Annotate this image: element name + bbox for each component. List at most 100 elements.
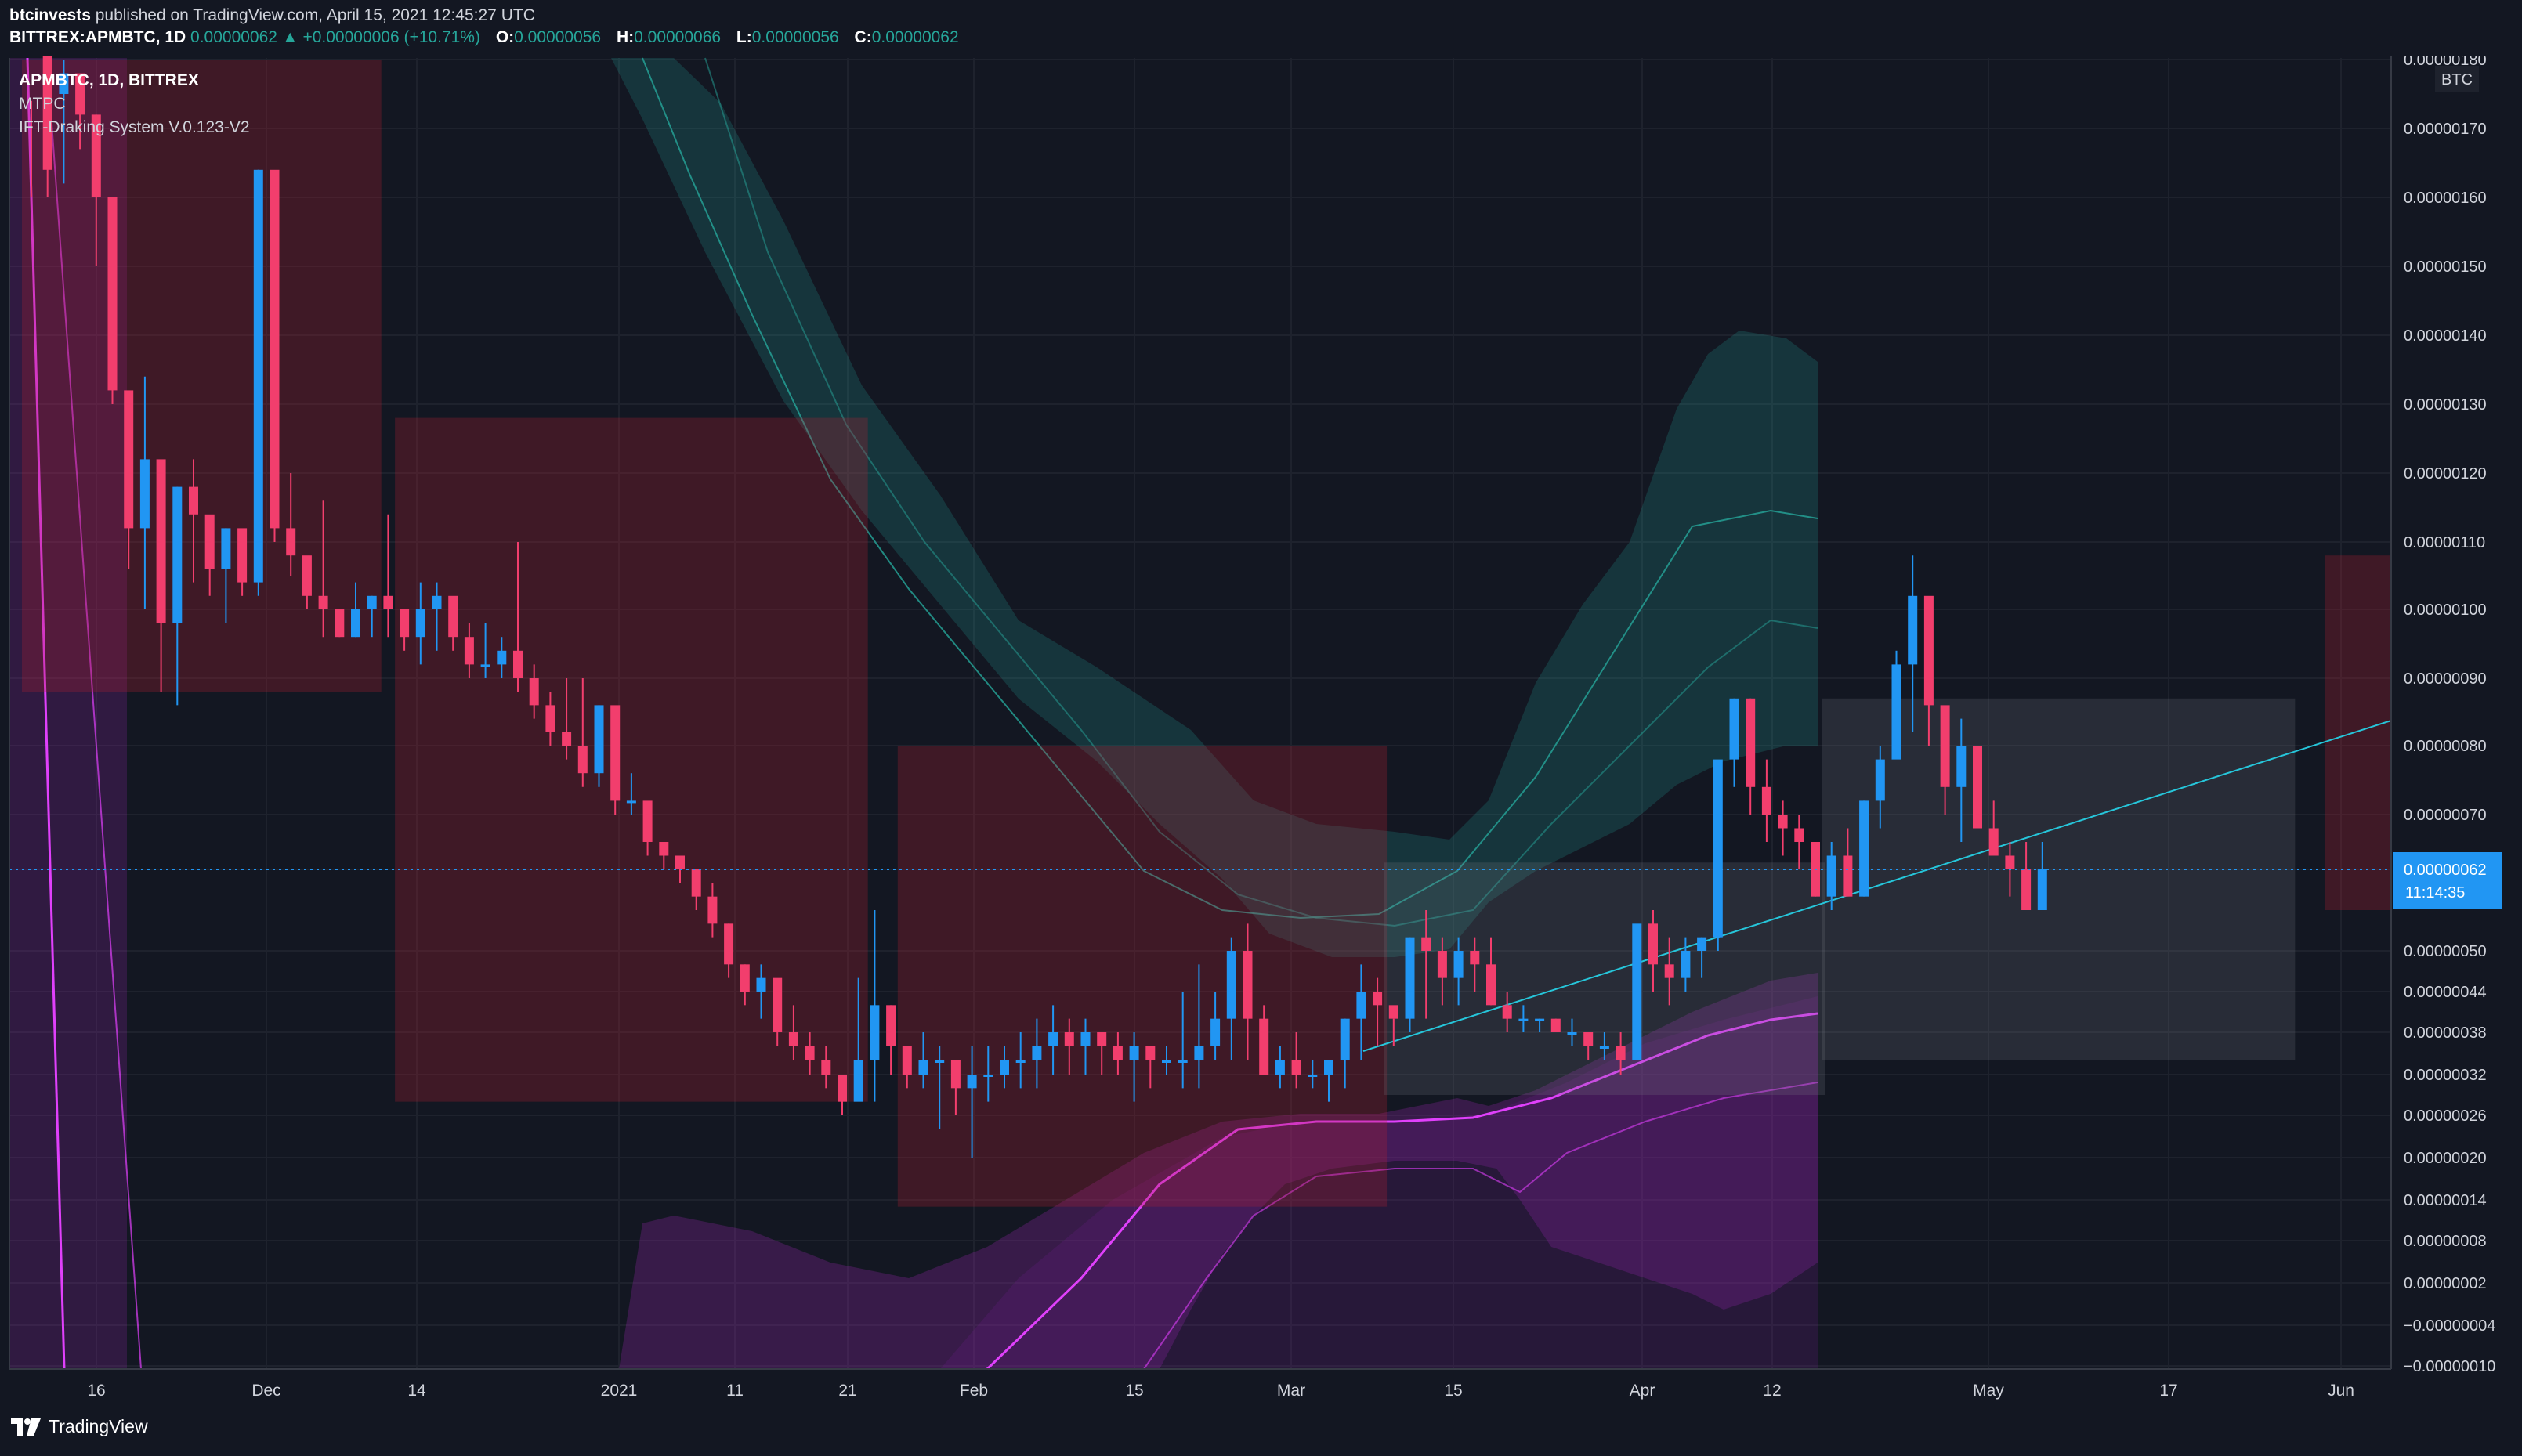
high-label: H:: [616, 28, 635, 46]
candle: [1113, 1032, 1123, 1075]
candle-body: [1226, 951, 1236, 1019]
candle-body: [1405, 937, 1415, 1019]
candle-body: [2021, 869, 2032, 910]
candle-body: [1275, 1060, 1285, 1075]
candle: [1681, 937, 1691, 992]
tradingview-logo-icon: [11, 1418, 41, 1436]
candle: [1713, 759, 1723, 951]
candle: [1178, 992, 1188, 1089]
candle: [1340, 1018, 1350, 1089]
y-tick-label: 0.00000150: [2404, 258, 2487, 276]
candle: [886, 1005, 896, 1075]
candle-body: [886, 1005, 896, 1046]
candle-body: [1681, 951, 1691, 978]
candle-body: [967, 1075, 977, 1089]
candle-body: [529, 678, 539, 706]
price-change: +0.00000006 (+10.71%): [302, 28, 480, 46]
y-tick-label: 0.00000008: [2404, 1233, 2487, 1250]
candle-body: [432, 595, 442, 609]
candle-body: [1940, 705, 1950, 787]
tradingview-brand[interactable]: TradingView: [11, 1416, 148, 1437]
candle: [1583, 1032, 1594, 1060]
candle: [1129, 1032, 1139, 1102]
candle: [351, 582, 360, 638]
candle: [1502, 992, 1512, 1032]
current-price-label: 0.00000062: [2404, 862, 2487, 879]
candle-body: [286, 528, 296, 556]
high-value: 0.00000066: [634, 28, 722, 46]
x-tick-label: 14: [407, 1382, 426, 1400]
candle: [788, 1005, 798, 1060]
candle-body: [1080, 1032, 1091, 1046]
candle: [1243, 923, 1253, 1060]
candle: [302, 555, 312, 609]
candle: [610, 705, 621, 815]
candle-body: [1015, 1060, 1026, 1063]
symbol-info[interactable]: BITTREX:APMBTC, 1D: [9, 28, 186, 46]
candle: [139, 376, 150, 609]
y-tick-label: 0.00000130: [2404, 396, 2487, 414]
y-tick-label: 0.00000100: [2404, 602, 2487, 619]
candle: [1632, 923, 1642, 1060]
header-bar: btcinvests published on TradingView.com,…: [0, 0, 2522, 56]
y-tick-label: 0.00000050: [2404, 943, 2487, 960]
candle-body: [805, 1046, 815, 1060]
legend-indicator-ift[interactable]: IFT-Draking System V.0.123-V2: [19, 118, 250, 136]
candle-body: [480, 664, 490, 667]
candle-body: [2005, 855, 2015, 869]
close-value: 0.00000062: [871, 28, 959, 46]
candle-body: [1388, 1005, 1398, 1019]
x-tick-label: 15: [1125, 1382, 1143, 1400]
x-tick-label: May: [1973, 1382, 2004, 1400]
candle: [75, 73, 85, 150]
candle-body: [367, 595, 377, 609]
lower-band-line: [986, 1012, 1818, 1371]
candle: [1746, 698, 1756, 815]
candle-body: [1843, 855, 1853, 897]
lower-band-cloud-2: [940, 996, 1818, 1369]
candle: [577, 678, 588, 787]
price-chart[interactable]: 0.00000180 0.00000170 0.00000160 0.00000150…: [0, 25, 2522, 1402]
x-tick-label: 16: [87, 1382, 105, 1400]
candle-body: [1470, 951, 1480, 965]
candle: [594, 705, 604, 787]
candle-body: [91, 114, 101, 197]
chart-area[interactable]: 0.00000180 0.00000170 0.00000160 0.00000150…: [0, 25, 2522, 1402]
candle: [1875, 746, 1885, 829]
candle: [221, 528, 231, 623]
candle: [1064, 1018, 1074, 1075]
candle-body: [870, 1005, 880, 1060]
indicator-line-left: [26, 57, 66, 1370]
candle-body: [448, 595, 458, 638]
legend-indicator-mtpc[interactable]: MTPC: [19, 95, 66, 113]
candle-body: [2037, 869, 2047, 910]
candle: [1097, 1032, 1107, 1075]
last-price: 0.00000062: [190, 28, 277, 46]
candle: [562, 678, 572, 760]
candle: [1988, 800, 1999, 856]
candle-body: [1891, 664, 1901, 760]
publisher-name[interactable]: btcinvests: [9, 6, 91, 24]
legend-symbol[interactable]: APMBTC, 1D, BITTREX: [19, 71, 199, 89]
x-tick-label: 11: [726, 1382, 744, 1400]
candle: [480, 623, 490, 678]
candle-body: [1437, 951, 1447, 978]
candle-body: [1956, 746, 1967, 787]
candle-body: [902, 1046, 912, 1075]
candle: [967, 1046, 977, 1158]
candle-body: [221, 528, 231, 569]
candle-body: [1875, 759, 1885, 801]
candle: [1729, 698, 1739, 787]
y-tick-label: 0.00000044: [2404, 984, 2487, 1001]
candle-body: [415, 609, 425, 638]
candle-body: [545, 705, 555, 732]
candle: [805, 1032, 815, 1075]
candle-body: [691, 869, 701, 897]
candle-body: [935, 1060, 945, 1063]
candle: [1194, 964, 1204, 1089]
candle-body: [1583, 1032, 1594, 1046]
candle-body: [318, 595, 328, 609]
candle: [1437, 937, 1447, 1006]
candle-body: [1697, 937, 1707, 951]
candle-body: [1778, 815, 1788, 829]
